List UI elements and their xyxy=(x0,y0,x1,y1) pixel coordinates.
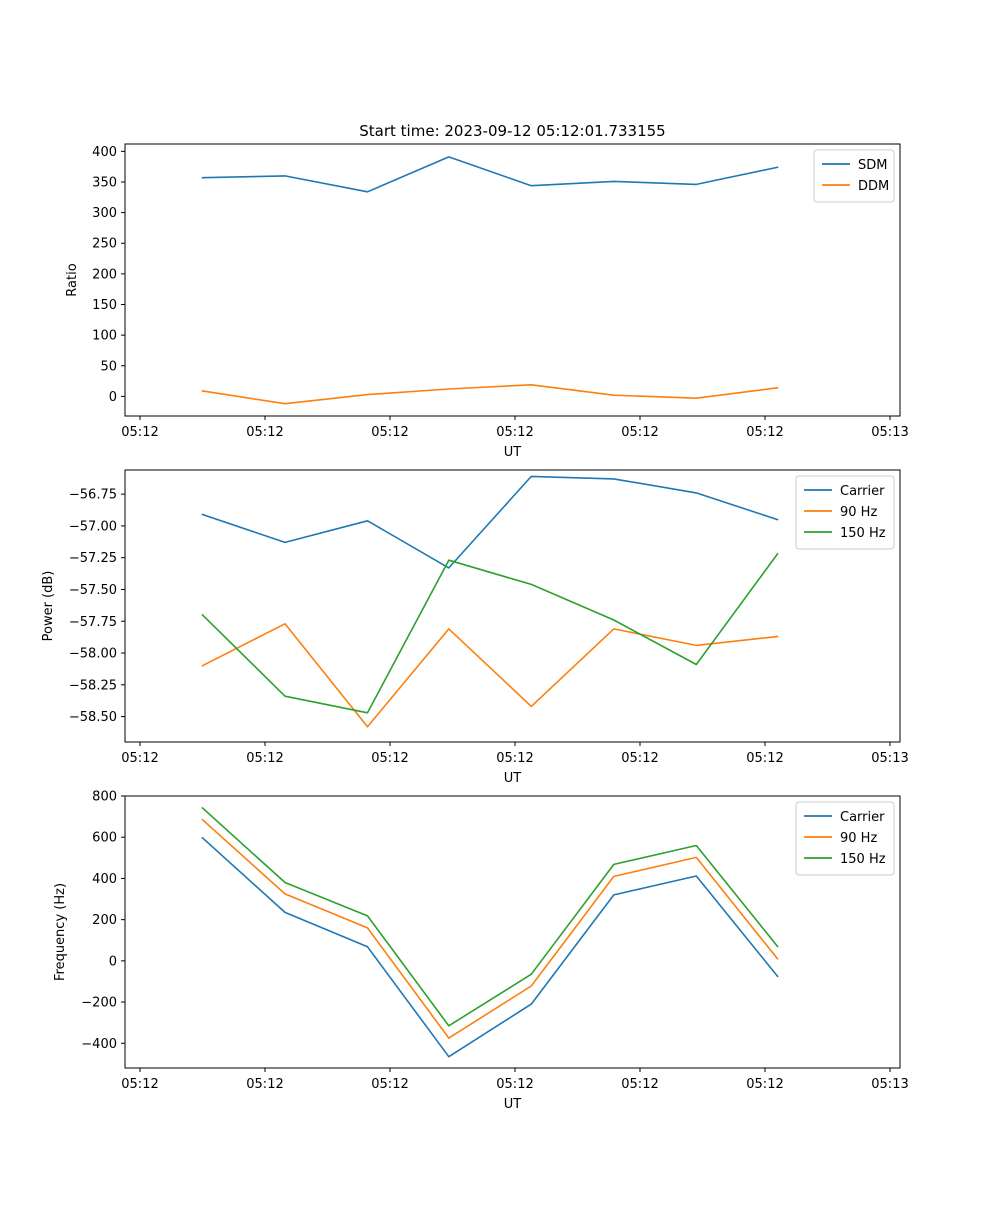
legend-label: Carrier xyxy=(840,484,885,499)
x-tick-label: 05:12 xyxy=(746,1077,783,1092)
y-tick-label: −400 xyxy=(81,1037,117,1052)
y-tick-label: 400 xyxy=(92,872,117,887)
y-axis-label: Frequency (Hz) xyxy=(53,883,68,981)
x-tick-label: 05:13 xyxy=(871,1077,908,1092)
y-tick-label: 800 xyxy=(92,790,117,805)
x-tick-label: 05:12 xyxy=(496,751,533,766)
legend-label: 90 Hz xyxy=(840,505,877,520)
x-axis-label: UT xyxy=(504,445,522,460)
x-tick-label: 05:12 xyxy=(621,751,658,766)
y-tick-label: 0 xyxy=(109,954,117,969)
x-tick-label: 05:12 xyxy=(621,425,658,440)
x-tick-label: 05:12 xyxy=(371,751,408,766)
x-axis-label: UT xyxy=(504,771,522,786)
y-axis-label: Ratio xyxy=(65,263,80,296)
y-tick-label: −56.75 xyxy=(69,488,117,503)
chart-title: Start time: 2023-09-12 05:12:01.733155 xyxy=(359,122,665,140)
legend-label: 150 Hz xyxy=(840,852,886,867)
y-tick-label: −57.75 xyxy=(69,615,117,630)
y-tick-label: −57.25 xyxy=(69,551,117,566)
legend: Carrier 90 Hz 150 Hz xyxy=(796,802,894,875)
legend-label: 150 Hz xyxy=(840,526,886,541)
legend-label: Carrier xyxy=(840,810,885,825)
y-tick-label: 0 xyxy=(109,390,117,405)
y-tick-label: −58.00 xyxy=(69,647,117,662)
x-tick-label: 05:12 xyxy=(246,425,283,440)
y-tick-label: −57.50 xyxy=(69,583,117,598)
legend: Carrier 90 Hz 150 Hz xyxy=(796,476,894,549)
legend-label: DDM xyxy=(858,179,889,194)
y-axis-label: Power (dB) xyxy=(41,571,56,642)
y-tick-label: 100 xyxy=(92,329,117,344)
x-tick-label: 05:13 xyxy=(871,425,908,440)
y-tick-label: 400 xyxy=(92,145,117,160)
x-tick-label: 05:12 xyxy=(246,751,283,766)
y-tick-label: 50 xyxy=(100,359,117,374)
x-tick-label: 05:12 xyxy=(496,1077,533,1092)
x-axis-label: UT xyxy=(504,1097,522,1112)
x-tick-label: 05:12 xyxy=(496,425,533,440)
y-tick-label: −58.25 xyxy=(69,678,117,693)
x-tick-label: 05:12 xyxy=(121,425,158,440)
y-tick-label: 300 xyxy=(92,206,117,221)
legend-label: SDM xyxy=(858,158,887,173)
legend-label: 90 Hz xyxy=(840,831,877,846)
y-tick-label: −200 xyxy=(81,996,117,1011)
x-tick-label: 05:13 xyxy=(871,751,908,766)
y-tick-label: 600 xyxy=(92,831,117,846)
y-tick-label: 150 xyxy=(92,298,117,313)
y-tick-label: 350 xyxy=(92,175,117,190)
x-tick-label: 05:12 xyxy=(746,425,783,440)
legend: SDM DDM xyxy=(814,150,894,202)
x-tick-label: 05:12 xyxy=(621,1077,658,1092)
y-tick-label: −57.00 xyxy=(69,519,117,534)
x-tick-label: 05:12 xyxy=(246,1077,283,1092)
x-tick-label: 05:12 xyxy=(121,751,158,766)
x-tick-label: 05:12 xyxy=(371,1077,408,1092)
x-tick-label: 05:12 xyxy=(371,425,408,440)
y-tick-label: 200 xyxy=(92,267,117,282)
x-tick-label: 05:12 xyxy=(746,751,783,766)
y-tick-label: −58.50 xyxy=(69,710,117,725)
x-tick-label: 05:12 xyxy=(121,1077,158,1092)
y-tick-label: 200 xyxy=(92,913,117,928)
y-tick-label: 250 xyxy=(92,237,117,252)
